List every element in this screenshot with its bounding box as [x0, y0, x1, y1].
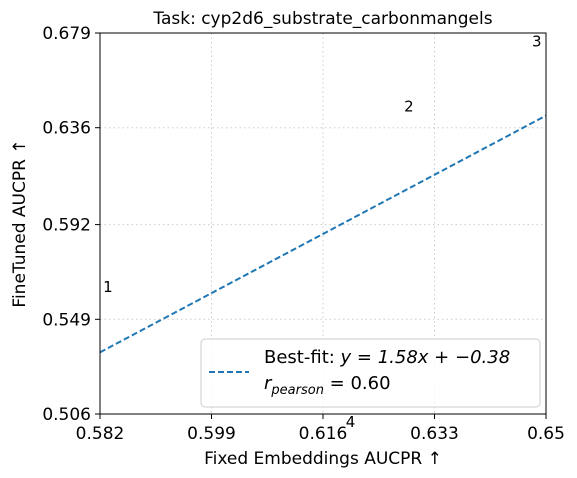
point-label: 2 [404, 97, 414, 115]
legend: Best-fit: y = 1.58x + −0.38 rpearson = 0… [200, 338, 541, 408]
y-tick-label: 0.506 [42, 405, 91, 425]
x-axis-label: Fixed Embeddings AUCPR ↑ [204, 449, 442, 469]
y-tick-label: 0.549 [42, 310, 91, 330]
point-labels: 1 2 3 4 [103, 32, 541, 431]
chart-title: Task: cyp2d6_substrate_carbonmangels [152, 9, 492, 29]
x-tick-label: 0.633 [410, 424, 459, 444]
legend-r-value: = 0.60 [324, 373, 391, 394]
y-ticks: 0.506 0.549 0.592 0.636 0.679 [42, 24, 100, 425]
y-tick-label: 0.636 [42, 119, 91, 139]
legend-r-symbol: r [264, 373, 273, 394]
x-ticks: 0.582 0.599 0.616 0.633 0.65 [76, 414, 565, 444]
point-label: 4 [346, 413, 356, 431]
y-tick-label: 0.592 [42, 216, 91, 236]
y-tick-label: 0.679 [42, 24, 91, 44]
best-fit-line-group [99, 114, 547, 354]
legend-r-subscript: pearson [270, 383, 324, 398]
best-fit-line [99, 114, 547, 354]
point-label: 3 [532, 32, 542, 50]
x-tick-label: 0.599 [187, 424, 236, 444]
legend-fit-label: Best-fit: y = 1.58x + −0.38 [264, 347, 510, 368]
legend-fit-prefix: Best-fit: [264, 347, 341, 368]
x-tick-label: 0.616 [299, 424, 348, 444]
y-axis-label: FineTuned AUCPR ↑ [10, 139, 30, 307]
x-tick-label: 0.582 [76, 424, 125, 444]
legend-box [200, 338, 541, 408]
legend-r-label: rpearson = 0.60 [264, 373, 391, 398]
grid [100, 33, 546, 414]
point-label: 1 [103, 278, 113, 296]
legend-fit-equation: y = 1.58x + −0.38 [340, 347, 511, 368]
x-tick-label: 0.65 [527, 424, 565, 444]
